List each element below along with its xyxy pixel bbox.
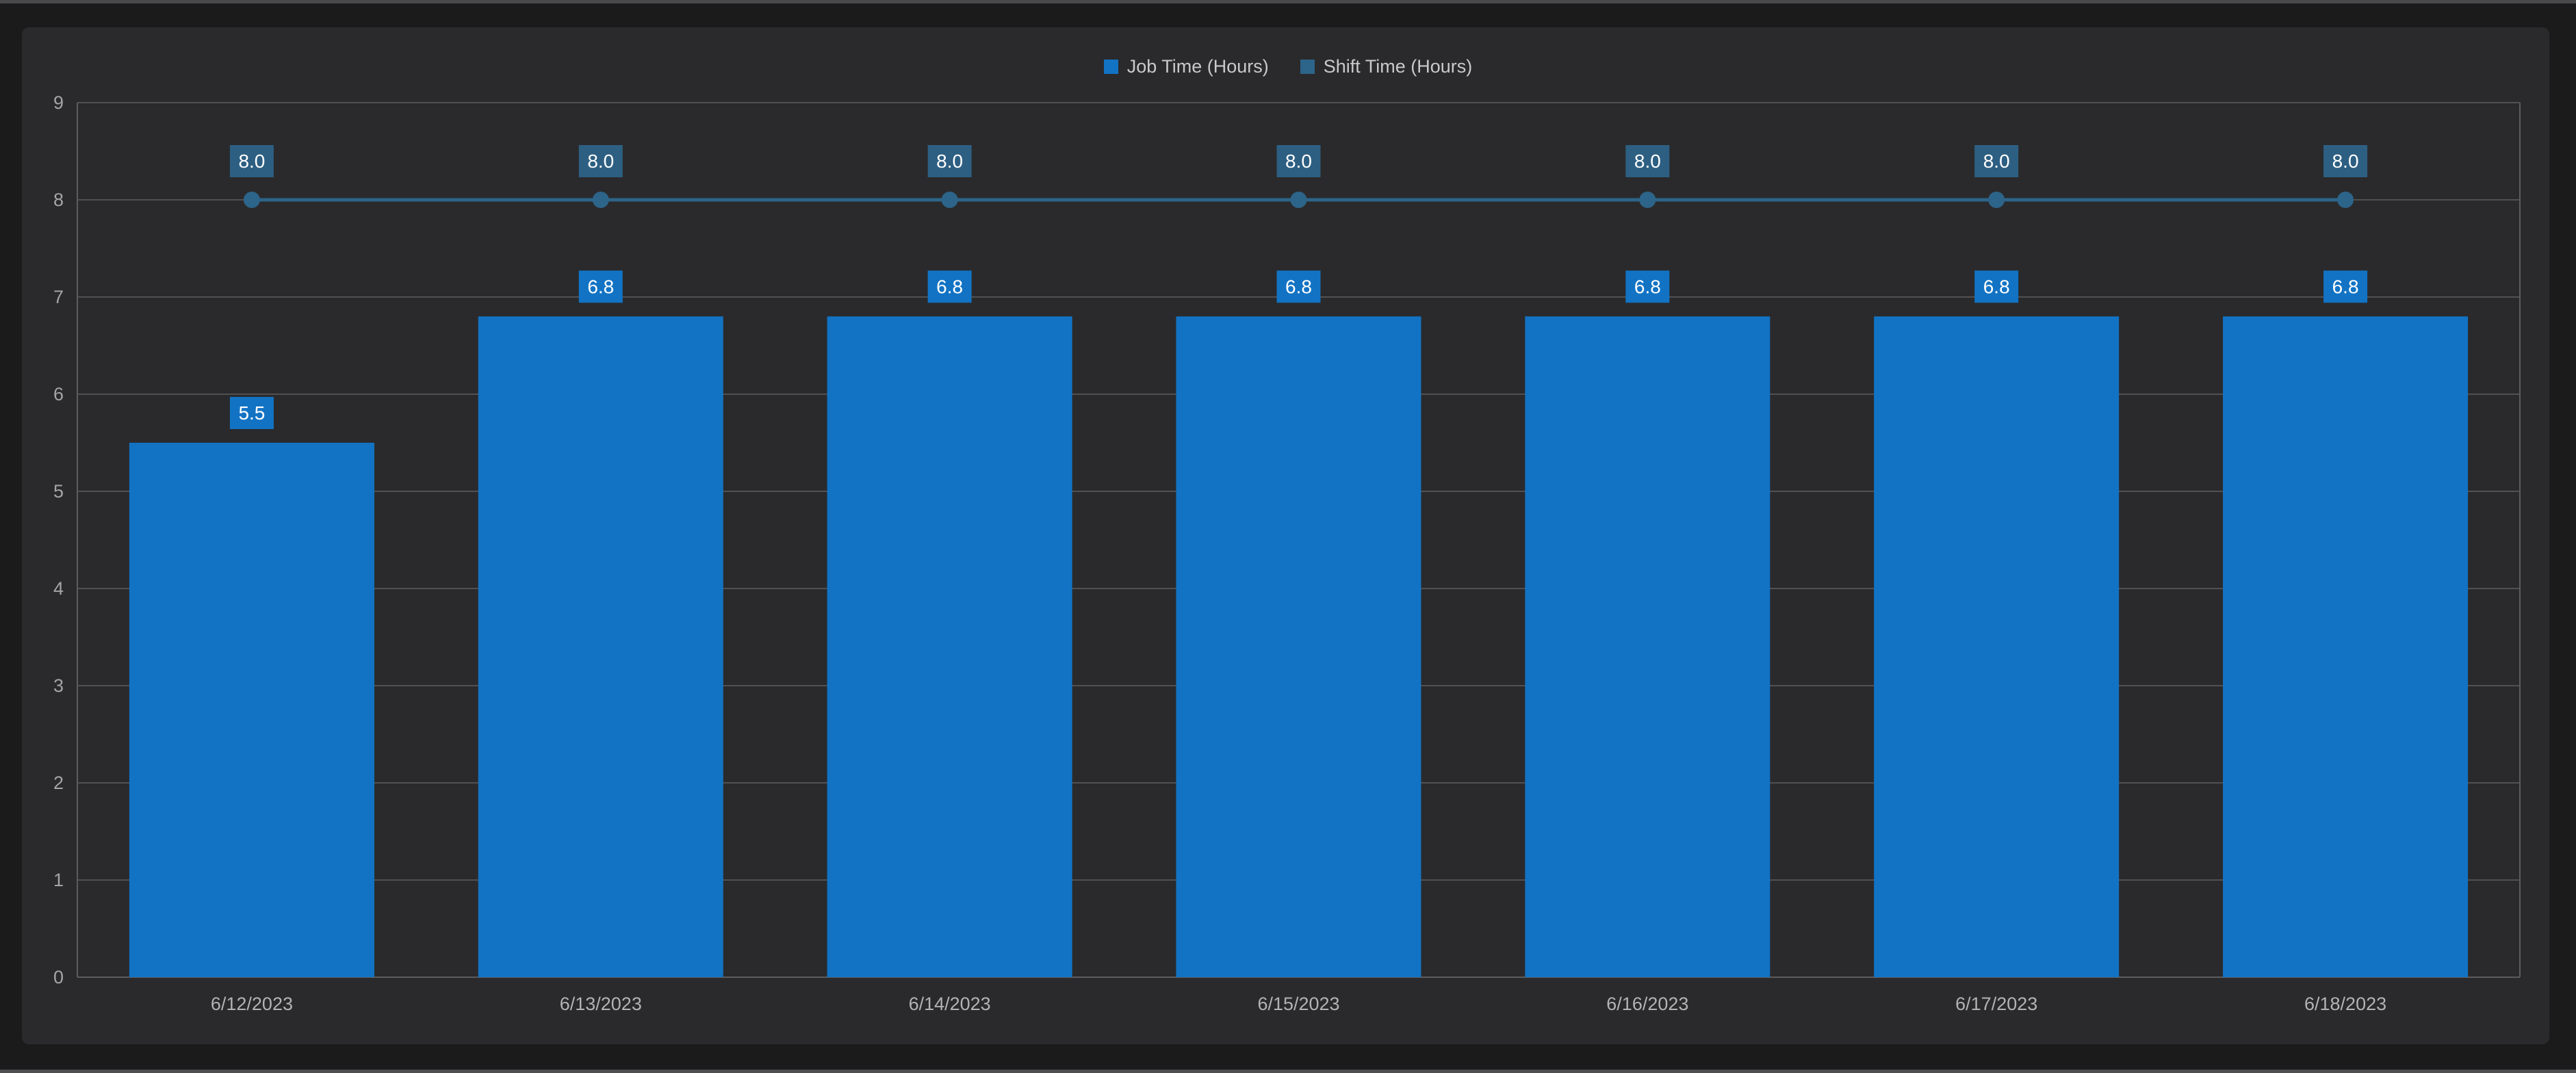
shift-value-label: 8.0	[1634, 151, 1661, 172]
shift-value-label: 8.0	[1983, 151, 2010, 172]
shift-value-badge	[927, 145, 972, 177]
shift-value-badge	[2323, 145, 2368, 177]
legend-item-job-time[interactable]: Job Time (Hours)	[1103, 56, 1269, 77]
job-value-badge	[1625, 270, 1670, 303]
legend-label-job-time: Job Time (Hours)	[1126, 56, 1269, 77]
job-value-label: 5.5	[238, 402, 265, 424]
x-axis-label: 6/13/2023	[560, 994, 642, 1014]
y-tick-label: 6	[53, 384, 64, 404]
bar-job-time[interactable]	[1176, 316, 1421, 977]
job-value-label: 6.8	[1983, 276, 2010, 297]
job-value-badge	[2323, 270, 2368, 303]
x-axis-label: 6/16/2023	[1606, 994, 1688, 1014]
bar-job-time[interactable]	[2223, 316, 2469, 977]
x-axis-label: 6/18/2023	[2304, 994, 2386, 1014]
job-value-label: 6.8	[1285, 276, 1312, 297]
y-tick-label: 2	[53, 773, 64, 793]
shift-value-badge	[1625, 145, 1670, 177]
chart-legend: Job Time (Hours) Shift Time (Hours)	[0, 57, 2576, 76]
y-tick-label: 5	[53, 481, 64, 502]
job-value-badge	[1276, 270, 1321, 303]
y-tick-label: 9	[53, 92, 64, 113]
shift-value-badge	[578, 145, 623, 177]
shift-value-label: 8.0	[238, 151, 265, 172]
bar-job-time[interactable]	[129, 443, 374, 977]
shift-value-label: 8.0	[936, 151, 963, 172]
y-tick-label: 0	[53, 967, 64, 987]
y-tick-label: 1	[53, 870, 64, 890]
job-value-badge	[578, 270, 623, 303]
shift-time-point[interactable]	[243, 192, 260, 208]
y-tick-label: 7	[53, 287, 64, 307]
shift-value-label: 8.0	[1285, 151, 1312, 172]
y-tick-label: 8	[53, 190, 64, 210]
shift-value-label: 8.0	[2332, 151, 2359, 172]
x-axis-label: 6/17/2023	[1955, 994, 2037, 1014]
shift-value-badge	[229, 145, 274, 177]
job-value-badge	[927, 270, 972, 303]
shift-time-point[interactable]	[1639, 192, 1656, 208]
bar-job-time[interactable]	[478, 316, 723, 977]
job-value-label: 6.8	[587, 276, 614, 297]
y-tick-label: 4	[53, 578, 64, 599]
legend-swatch-job-time-icon	[1103, 60, 1118, 74]
job-value-badge	[229, 397, 274, 429]
job-value-label: 6.8	[2332, 276, 2359, 297]
bar-job-time[interactable]	[1874, 316, 2120, 977]
bar-job-time[interactable]	[827, 316, 1072, 977]
shift-time-point[interactable]	[592, 192, 609, 208]
window-top-strip	[0, 0, 2576, 3]
legend-item-shift-time[interactable]: Shift Time (Hours)	[1300, 56, 1473, 77]
shift-time-point[interactable]	[1290, 192, 1307, 208]
job-value-label: 6.8	[1634, 276, 1661, 297]
x-axis-label: 6/15/2023	[1257, 994, 1339, 1014]
window-bottom-strip	[0, 1070, 2576, 1073]
legend-label-shift-time: Shift Time (Hours)	[1323, 56, 1473, 77]
x-axis-label: 6/14/2023	[909, 994, 991, 1014]
y-tick-label: 3	[53, 675, 64, 696]
job-value-label: 6.8	[936, 276, 963, 297]
shift-value-badge	[1276, 145, 1321, 177]
bar-job-time[interactable]	[1525, 316, 1770, 977]
job-value-badge	[1974, 270, 2019, 303]
x-axis-label: 6/12/2023	[211, 994, 293, 1014]
legend-swatch-shift-time-icon	[1300, 60, 1315, 74]
shift-time-point[interactable]	[1988, 192, 2005, 208]
shift-time-point[interactable]	[2337, 192, 2354, 208]
shift-time-point[interactable]	[941, 192, 958, 208]
shift-value-badge	[1974, 145, 2019, 177]
shift-value-label: 8.0	[587, 151, 614, 172]
